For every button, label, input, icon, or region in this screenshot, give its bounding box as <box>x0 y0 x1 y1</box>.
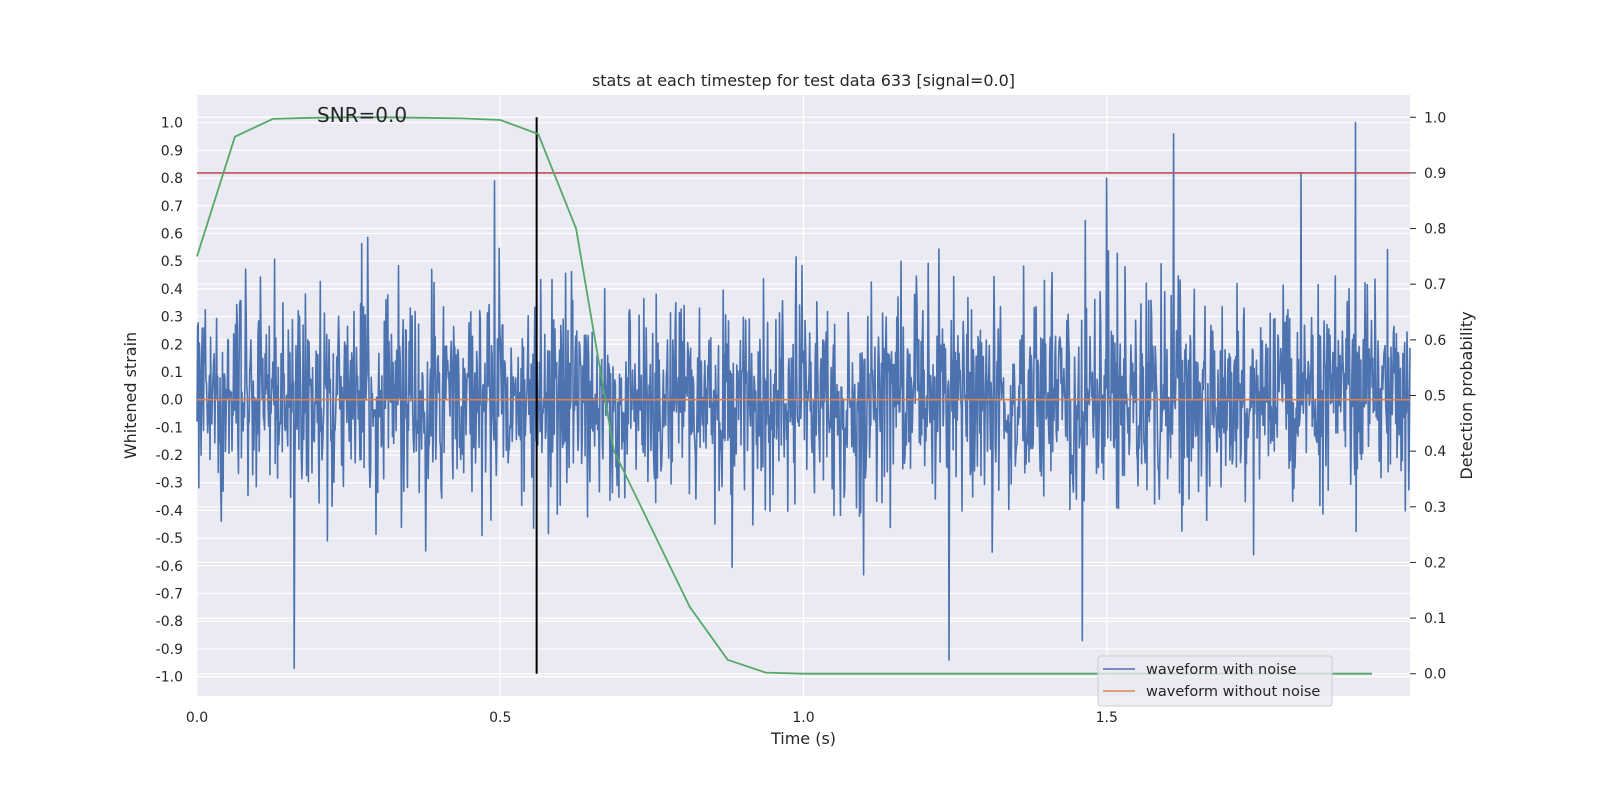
y2-tick-label: 0.1 <box>1424 611 1446 627</box>
snr-annotation: SNR=0.0 <box>317 103 407 127</box>
y-tick-label: -0.8 <box>156 614 183 630</box>
series <box>196 116 1411 675</box>
y-tick-label: -0.6 <box>156 559 183 575</box>
y2-tick-label: 0.0 <box>1424 667 1446 683</box>
y-tick-label: -0.1 <box>156 420 183 436</box>
y-tick-label: 0.3 <box>161 310 183 326</box>
y-tick-label: 0.9 <box>161 143 183 159</box>
y-tick-label: 0.5 <box>161 254 183 270</box>
y2-axis-title: Detection probability <box>1457 311 1476 479</box>
y2-tick-label: 0.6 <box>1424 333 1446 349</box>
y-tick-label: -0.9 <box>156 642 183 658</box>
series-waveform-with-noise <box>196 121 1411 670</box>
y-axis-title: Whitened strain <box>121 332 140 459</box>
legend-label-noisy: waveform with noise <box>1146 662 1297 678</box>
y-tick-label: 0.6 <box>161 226 183 242</box>
y-tick-label: 0.1 <box>161 365 183 381</box>
y2-tick-label: 0.8 <box>1424 222 1446 238</box>
y-tick-label: 0.0 <box>161 393 183 409</box>
series-detection-probability <box>196 116 1373 675</box>
y-tick-label: 0.7 <box>161 199 183 215</box>
axes: 0.0 0.5 1.0 1.5 1.0 0.9 0.8 0.7 0.6 0.5 0.4 0.3 0.2 0… <box>156 110 1447 726</box>
y-tick-label: -0.7 <box>156 587 183 603</box>
y2-tick-label: 0.7 <box>1424 277 1446 293</box>
x-tick-label: 0.5 <box>489 710 511 726</box>
y-tick-label: -0.2 <box>156 448 183 464</box>
y-tick-label: -0.5 <box>156 531 183 547</box>
legend-label-clean: waveform without noise <box>1146 684 1320 700</box>
y2-tick-label: 0.3 <box>1424 500 1446 516</box>
y-tick-label: -0.3 <box>156 476 183 492</box>
y2-tick-label: 0.4 <box>1424 444 1446 460</box>
legend-box <box>1097 655 1333 707</box>
y2-tick-label: 0.9 <box>1424 166 1446 182</box>
y-tick-label: -0.4 <box>156 503 183 519</box>
y-tick-label: 0.8 <box>161 171 183 187</box>
y2-tick-label: 0.5 <box>1424 389 1446 405</box>
y2-tick-label: 1.0 <box>1424 110 1446 126</box>
y-tick-label: 1.0 <box>161 116 183 132</box>
y-tick-label: -1.0 <box>156 670 183 686</box>
y-tick-label: 0.2 <box>161 337 183 353</box>
x-tick-label: 1.5 <box>1096 710 1118 726</box>
x-axis-title: Time (s) <box>770 729 836 748</box>
y-tick-label: 0.4 <box>161 282 183 298</box>
x-tick-label: 1.0 <box>792 710 814 726</box>
chart-title: stats at each timestep for test data 633… <box>592 71 1015 90</box>
y2-tick-label: 0.2 <box>1424 555 1446 571</box>
legend: waveform with noise waveform without noi… <box>1097 655 1333 707</box>
x-tick-label: 0.0 <box>186 710 208 726</box>
